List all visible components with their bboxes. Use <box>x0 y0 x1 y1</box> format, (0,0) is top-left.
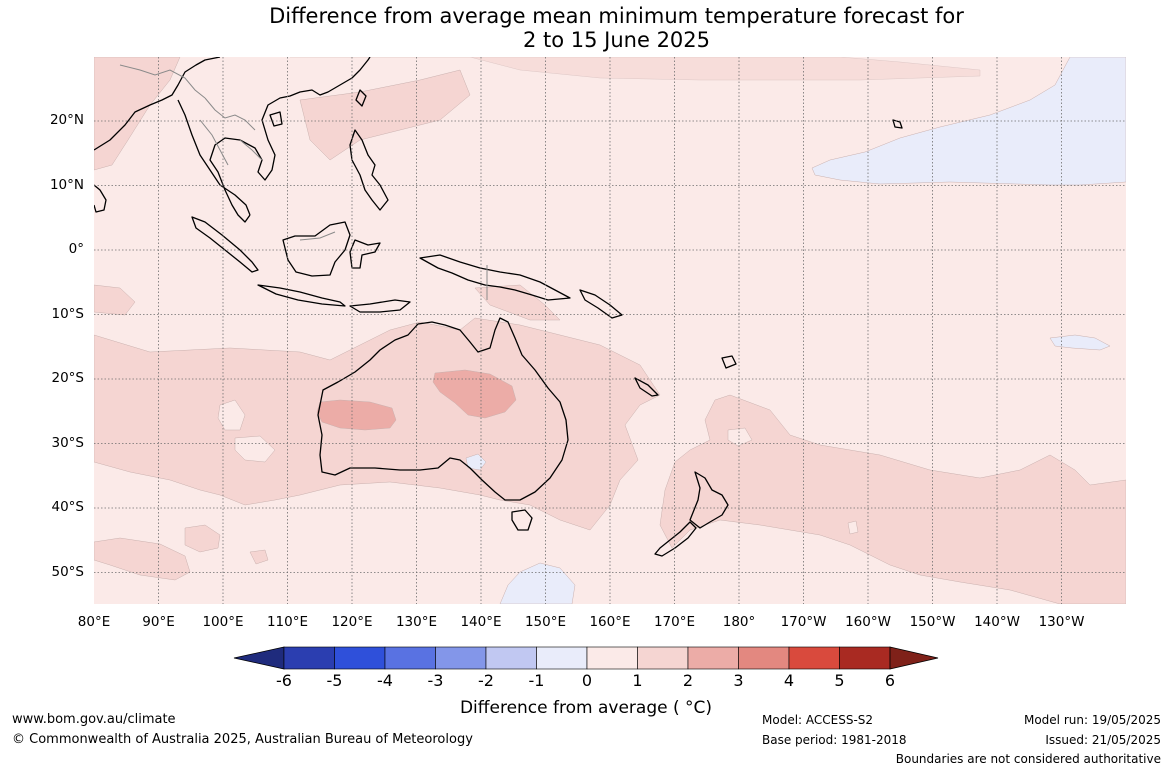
colorbar-cell <box>283 646 335 670</box>
latitude-label: 0° <box>68 241 84 257</box>
longitude-label: 160°W <box>845 614 891 630</box>
colorbar-cell <box>485 646 537 670</box>
footer-issued: Issued: 21/05/2025 <box>1045 733 1161 747</box>
coastlines <box>94 57 903 557</box>
colorbar-tick-label: 0 <box>581 671 593 690</box>
colorbar-tick-label: 6 <box>884 671 896 690</box>
colorbar-tick-label: -5 <box>326 671 343 690</box>
anomaly-0-1-pockets <box>217 399 859 535</box>
footer-copyright: © Commonwealth of Australia 2025, Austra… <box>12 732 473 747</box>
longitude-label: 90°E <box>142 614 175 630</box>
colorbar-cell <box>384 646 436 670</box>
colorbar-cell <box>687 646 739 670</box>
longitude-label: 170°W <box>780 614 827 630</box>
colorbar-tick-label: -1 <box>528 671 545 690</box>
latitude-label: 30°S <box>51 434 85 451</box>
longitude-label: 150°E <box>524 614 567 630</box>
map-title: Difference from average mean minimum tem… <box>269 4 964 52</box>
colorbar-tick-label: 1 <box>632 671 643 690</box>
longitude-label: 110°E <box>266 614 309 630</box>
colorbar-tick-label: -6 <box>276 671 292 690</box>
colorbar-cell <box>738 646 790 670</box>
longitude-label: 140°W <box>974 614 1020 630</box>
colorbar-tick-label: -2 <box>478 671 494 690</box>
longitude-label: 80°E <box>77 614 111 630</box>
colorbar-extend-low <box>233 646 285 670</box>
longitude-label: 130°W <box>1038 614 1085 630</box>
latitude-label: 10°S <box>51 305 85 322</box>
colorbar-cell <box>536 646 588 670</box>
colorbar <box>233 646 939 670</box>
longitude-label: 170°E <box>653 614 696 630</box>
colorbar-tick-label: 3 <box>733 671 744 690</box>
colorbar-tick-label: -4 <box>377 671 393 690</box>
longitude-label: 150°W <box>909 614 956 630</box>
colorbar-cell <box>435 646 487 670</box>
colorbar-tick-label: 5 <box>834 671 845 690</box>
colorbar-cell <box>788 646 840 670</box>
colorbar-tick-label: -3 <box>427 671 444 690</box>
colorbar-title: Difference from average ( °C) <box>459 698 713 718</box>
forecast-map <box>94 57 1126 604</box>
latitude-label: 20°N <box>49 112 84 128</box>
latitude-label: 10°N <box>49 176 84 193</box>
graticule <box>94 57 1126 604</box>
longitude-label: 160°E <box>589 614 631 630</box>
footer-disclaimer: Boundaries are not considered authoritat… <box>895 752 1161 766</box>
country-borders <box>119 64 488 300</box>
anomaly-2-3-regions <box>316 369 517 431</box>
latitude-label: 20°S <box>51 370 85 386</box>
colorbar-cell <box>334 646 386 670</box>
colorbar-tick-label: 4 <box>783 671 795 690</box>
latitude-label: 50°S <box>51 563 85 580</box>
longitude-label: 130°E <box>395 614 438 630</box>
colorbar-cell <box>839 646 891 670</box>
longitude-label: 100°E <box>202 614 244 630</box>
footer-base-period: Base period: 1981-2018 <box>762 733 907 747</box>
colorbar-tick-label: 2 <box>682 671 694 690</box>
latitude-label: 40°S <box>51 499 85 515</box>
colorbar-cell <box>586 646 638 670</box>
colorbar-cell <box>637 646 689 670</box>
longitude-label: 120°E <box>331 614 373 630</box>
footer-model: Model: ACCESS-S2 <box>762 713 874 727</box>
longitude-label: 180° <box>722 614 756 630</box>
longitude-label: 140°E <box>460 614 502 630</box>
footer-model-run: Model run: 19/05/2025 <box>1023 713 1161 727</box>
colorbar-extend-high <box>889 646 939 670</box>
footer-url[interactable]: www.bom.gov.au/climate <box>12 712 176 727</box>
